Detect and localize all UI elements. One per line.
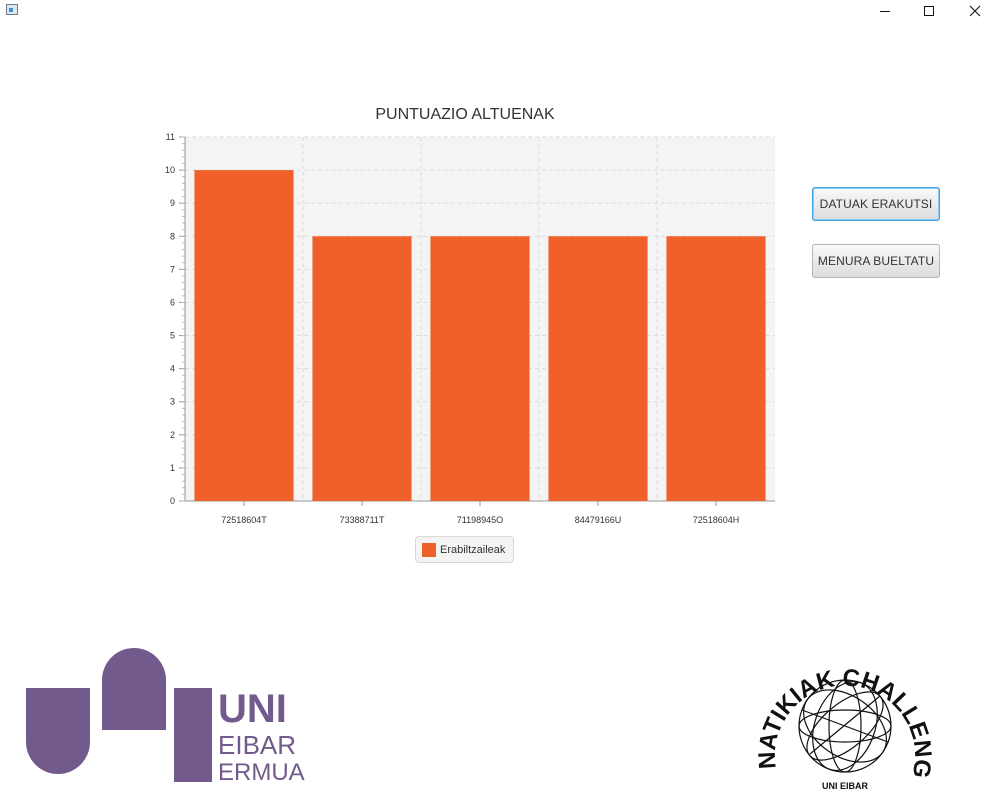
x-tick-label: 73388711T <box>340 515 385 525</box>
app-icon <box>6 4 18 15</box>
y-tick-label: 3 <box>170 397 175 407</box>
legend-swatch <box>422 542 436 557</box>
chart-legend: Erabiltzaileak <box>415 536 514 563</box>
bar-chart: 0 1 2 3 4 5 6 7 8 9 10 11 72518604T 73388711T 71198945… <box>165 132 775 525</box>
bar <box>548 236 648 502</box>
x-tick-label: 72518604H <box>693 515 740 525</box>
maximize-button[interactable] <box>906 0 952 22</box>
show-data-button[interactable]: DATUAK ERAKUTSI <box>812 187 940 221</box>
bar <box>666 236 766 502</box>
legend-label: Erabiltzaileak <box>440 543 506 556</box>
bar <box>312 236 412 502</box>
y-tick-label: 4 <box>170 364 175 374</box>
maximize-icon <box>924 6 934 16</box>
minimize-button[interactable] <box>862 0 908 22</box>
y-tick-label: 8 <box>170 231 175 241</box>
y-tick-label: 1 <box>170 463 175 473</box>
x-tick-label: 84479166U <box>575 515 622 525</box>
y-tick-label: 5 <box>170 331 175 341</box>
minimize-icon <box>880 11 890 12</box>
x-tick-label: 71198945O <box>457 515 503 525</box>
y-tick-label: 10 <box>165 165 175 175</box>
bar <box>194 170 294 501</box>
globe-icon <box>798 679 892 773</box>
bar <box>430 236 530 502</box>
y-tick-label: 11 <box>166 132 175 142</box>
close-button[interactable] <box>952 0 990 22</box>
y-tick-label: 7 <box>170 264 175 274</box>
y-tick-label: 2 <box>170 430 175 440</box>
logo-uni-text: UNI <box>218 687 287 731</box>
back-to-menu-button[interactable]: MENURA BUELTATU <box>812 244 940 278</box>
y-tick-label: 9 <box>170 198 175 208</box>
logo-eibar-text: EIBAR <box>218 730 296 760</box>
logo-bottom-text: UNI EIBAR <box>822 781 869 791</box>
y-tick-label: 0 <box>170 496 175 506</box>
chart-title: PUNTUAZIO ALTUENAK <box>375 106 555 123</box>
uni-eibar-ermua-logo: UNI EIBAR ERMUA <box>26 648 305 786</box>
y-tick-label: 6 <box>170 297 175 307</box>
logo-ermua-text: ERMUA <box>218 759 305 786</box>
title-bar <box>0 0 990 22</box>
x-tick-label: 72518604T <box>221 515 267 525</box>
close-icon <box>969 5 981 17</box>
natikiak-challenge-logo: NATIKIAK CHALLENGE UNI EIBAR <box>750 636 936 791</box>
